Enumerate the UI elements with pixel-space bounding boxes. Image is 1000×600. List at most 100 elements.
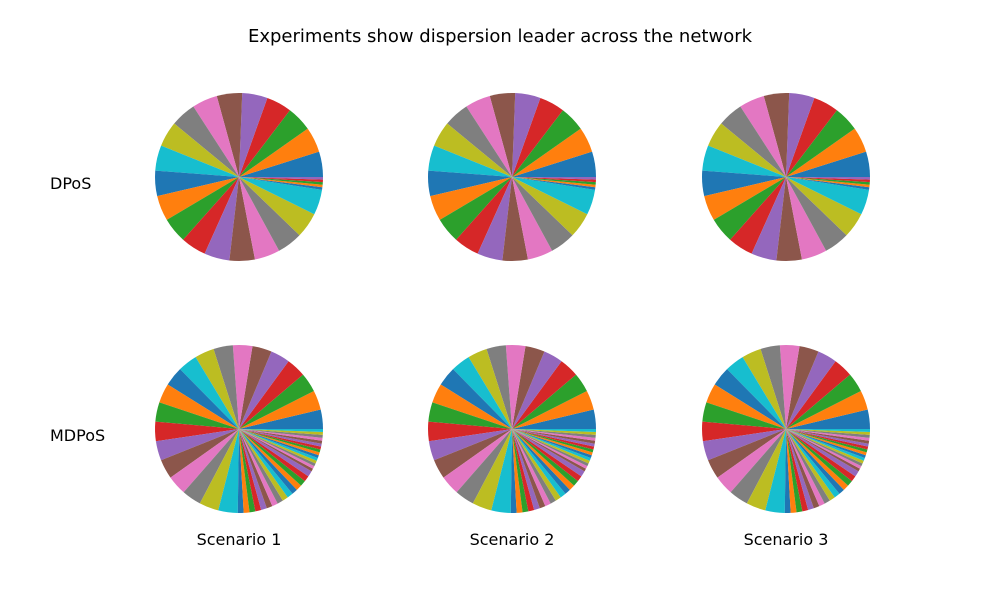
pie-slice	[468, 348, 512, 429]
pie-slice	[786, 97, 837, 177]
pie-slice	[491, 429, 512, 513]
pie-slice	[489, 93, 516, 177]
pie-slice	[512, 429, 585, 477]
pie-slice	[512, 429, 595, 450]
pie-slice	[155, 421, 239, 442]
pie-slice	[239, 429, 315, 469]
pie-slice	[786, 177, 870, 215]
pie-slice	[730, 177, 786, 254]
pie-slice	[427, 170, 512, 197]
pie-slice	[786, 429, 835, 501]
pie-slice	[477, 177, 512, 261]
pie-slice	[155, 402, 239, 429]
pie-slice	[727, 357, 786, 429]
pie-slice	[213, 345, 239, 429]
pie-slice	[510, 429, 517, 513]
pie-slice	[239, 429, 318, 461]
pie-slice	[239, 177, 323, 183]
pie-slice	[786, 177, 862, 236]
pie-slice	[786, 346, 819, 429]
pie-slice	[199, 429, 239, 511]
pie-slice	[239, 97, 290, 177]
pie-slice	[512, 177, 596, 180]
pie-slice	[786, 429, 860, 472]
pie-slice	[512, 409, 596, 429]
pie-slice	[512, 346, 545, 429]
pie-slice	[239, 429, 317, 464]
pie-slice	[786, 429, 867, 456]
pie-slice	[239, 429, 322, 447]
pie-slice	[713, 177, 786, 240]
pie-slice	[786, 429, 859, 477]
pie-slice	[239, 429, 278, 507]
pie-slice	[512, 177, 596, 185]
pie-slice	[239, 429, 323, 435]
pie-slice	[239, 429, 319, 458]
pie-slice	[512, 429, 596, 435]
pie-slice	[786, 177, 870, 190]
pie-slice	[239, 429, 312, 477]
pie-slice	[786, 361, 850, 429]
pie-slice	[786, 429, 809, 512]
pie-slice	[512, 429, 561, 501]
pie-slice	[239, 429, 288, 501]
pie-slice	[512, 177, 588, 236]
pie-slice	[714, 369, 786, 429]
pie-slice	[456, 177, 512, 254]
col-label-scenario-3: Scenario 3	[743, 530, 829, 549]
pie-slice	[239, 429, 313, 472]
pie-slice	[512, 128, 593, 177]
pie-slice	[512, 177, 596, 215]
pie-slice	[155, 145, 239, 177]
pie-dpos-scenario-1	[154, 93, 323, 261]
pie-slice	[706, 384, 786, 429]
pie-slice	[512, 177, 553, 260]
pie-slice	[239, 429, 256, 513]
pie-slice	[512, 429, 540, 511]
pie-slice	[512, 429, 582, 482]
pie-slice	[512, 429, 546, 509]
pie-slice	[159, 384, 239, 429]
pie-slice	[428, 402, 512, 429]
pie-slice	[453, 357, 512, 429]
pie-slice	[239, 390, 321, 429]
pie-slice	[167, 369, 239, 429]
pie-mdpos-scenario-3	[702, 344, 870, 513]
pie-slice	[183, 429, 239, 504]
pie-slice	[786, 110, 855, 177]
pie-slice	[502, 177, 528, 261]
pie-slice	[239, 177, 315, 236]
pie-slice	[742, 348, 786, 429]
pie-slice	[512, 429, 535, 512]
pie-dpos-scenario-2	[427, 93, 596, 261]
pie-slice	[174, 106, 239, 177]
pie-slice	[512, 429, 578, 486]
pie-slice	[786, 151, 870, 177]
pie-slice	[195, 348, 239, 429]
pie-slice	[239, 177, 280, 260]
pie-slice	[432, 384, 512, 429]
pie-slice	[512, 97, 563, 177]
pie-mdpos-scenario-1	[155, 344, 323, 513]
pie-slice	[239, 429, 262, 512]
pie-mdpos-scenario-2	[428, 344, 596, 513]
pie-slice	[512, 429, 596, 441]
pie-slice	[512, 110, 581, 177]
pie-slice	[512, 390, 594, 429]
pie-slice	[239, 93, 268, 177]
pie-slice	[512, 93, 541, 177]
pie-slice	[239, 177, 323, 190]
pie-slice	[204, 177, 239, 261]
pie-slice	[472, 429, 512, 511]
pie-slice	[428, 429, 512, 461]
pie-slice	[704, 177, 786, 220]
pie-slice	[786, 429, 869, 450]
pie-slice	[193, 96, 239, 177]
pie-slice	[702, 421, 786, 442]
pie-slice	[786, 429, 869, 447]
pie-slice	[161, 123, 239, 177]
pie-slice	[776, 177, 802, 261]
pie-slice	[443, 429, 512, 493]
col-label-scenario-2: Scenario 2	[469, 530, 555, 549]
